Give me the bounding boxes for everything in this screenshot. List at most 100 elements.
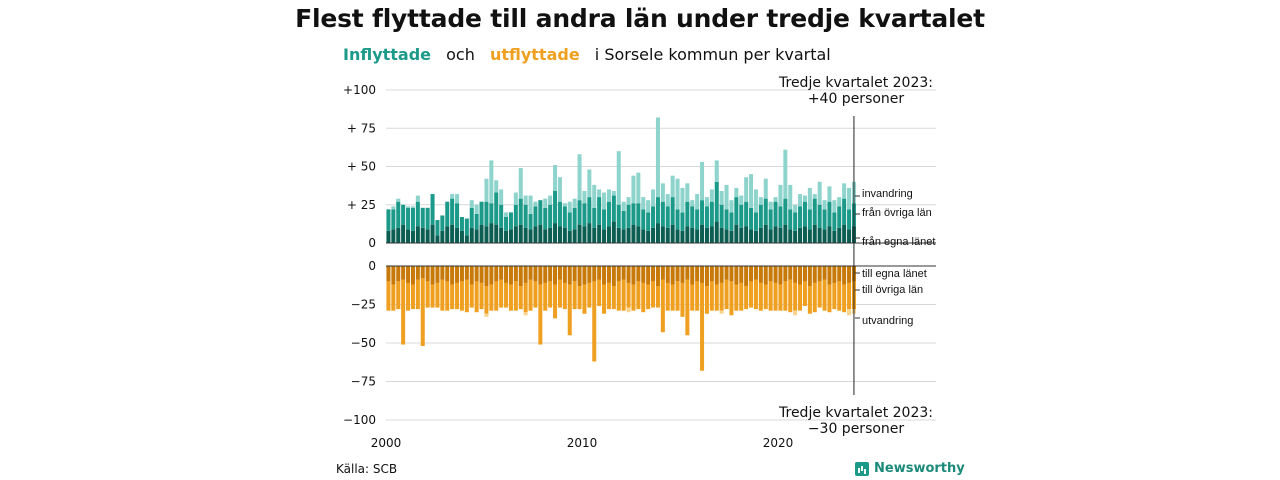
bar-segment-in bbox=[793, 212, 798, 231]
bar-segment-in bbox=[518, 224, 523, 243]
bar-segment-in bbox=[749, 229, 754, 243]
bar-segment-in bbox=[719, 190, 724, 205]
bar-segment-in bbox=[798, 227, 803, 243]
bar-segment-out bbox=[533, 281, 538, 308]
bar-segment-in bbox=[724, 229, 729, 243]
bar-segment-out bbox=[680, 266, 685, 283]
bar-segment-out bbox=[793, 282, 798, 311]
bar-segment-out bbox=[420, 278, 425, 347]
bar-segment-out bbox=[548, 281, 553, 308]
bar-segment-in bbox=[553, 164, 558, 191]
bar-segment-in bbox=[450, 198, 455, 225]
bar-segment-in bbox=[837, 227, 842, 243]
bar-segment-out bbox=[582, 266, 587, 285]
bar-segment-in bbox=[749, 174, 754, 208]
bar-segment-in bbox=[533, 201, 538, 207]
bar-segment-out bbox=[709, 266, 714, 282]
bar-segment-in bbox=[700, 200, 705, 225]
bar-segment-out bbox=[567, 284, 572, 336]
bar-segment-out bbox=[425, 266, 430, 282]
bar-segment-out bbox=[685, 266, 690, 280]
bar-segment-in bbox=[714, 181, 719, 222]
bar-segment-out bbox=[749, 281, 754, 308]
bar-segment-in bbox=[504, 216, 509, 231]
bar-segment-in bbox=[597, 189, 602, 198]
bar-segment-in bbox=[410, 206, 415, 208]
bar-segment-in bbox=[391, 206, 396, 210]
bar-segment-out bbox=[739, 266, 744, 283]
bar-segment-in bbox=[543, 229, 548, 243]
bar-segment-out bbox=[484, 313, 489, 317]
bar-segment-out bbox=[616, 266, 621, 282]
bar-segment-in bbox=[827, 186, 832, 202]
bar-segment-in bbox=[832, 200, 837, 213]
bar-segment-in bbox=[655, 117, 660, 198]
bar-segment-in bbox=[744, 201, 749, 227]
bar-segment-in bbox=[768, 229, 773, 243]
bar-segment-in bbox=[410, 207, 415, 231]
bar-segment-in bbox=[660, 183, 665, 202]
bar-segment-in bbox=[577, 154, 582, 201]
bar-segment-in bbox=[773, 226, 778, 243]
bar-segment-out bbox=[523, 312, 528, 316]
bar-segment-out bbox=[597, 279, 602, 307]
bar-segment-out bbox=[626, 266, 631, 283]
bar-segment-out bbox=[665, 282, 670, 311]
chart-title: Flest flyttade till andra län under tred… bbox=[295, 4, 985, 33]
bar-segment-out bbox=[704, 286, 709, 314]
legend-label-out: till övriga län bbox=[862, 284, 923, 296]
bar-segment-out bbox=[523, 266, 528, 283]
bar-segment-out bbox=[646, 266, 651, 285]
bar-segment-in bbox=[778, 227, 783, 243]
bar-segment-in bbox=[528, 195, 533, 214]
bar-segment-out bbox=[719, 266, 724, 283]
bar-segment-in bbox=[685, 201, 690, 227]
bar-segment-out bbox=[557, 279, 562, 308]
bar-segment-out bbox=[464, 279, 469, 313]
y-tick-label: 0 bbox=[368, 259, 376, 273]
bar-segment-out bbox=[778, 284, 783, 311]
y-tick-label: −100 bbox=[343, 413, 376, 427]
bar-segment-in bbox=[557, 226, 562, 243]
bar-segment-out bbox=[842, 284, 847, 313]
bar-segment-in bbox=[842, 198, 847, 225]
bar-segment-in bbox=[401, 204, 406, 225]
bar-segment-out bbox=[847, 309, 852, 316]
bar-segment-in bbox=[464, 235, 469, 243]
bar-segment-in bbox=[582, 226, 587, 243]
bar-segment-in bbox=[734, 197, 739, 225]
bar-segment-out bbox=[494, 266, 499, 282]
bar-segment-out bbox=[440, 266, 445, 280]
bar-segment-in bbox=[479, 201, 484, 225]
bar-segment-in bbox=[675, 229, 680, 243]
bar-segment-in bbox=[646, 230, 651, 243]
bar-segment-out bbox=[788, 266, 793, 280]
bar-segment-in bbox=[690, 227, 695, 243]
bar-segment-out bbox=[793, 266, 798, 283]
bar-segment-out bbox=[528, 266, 533, 280]
bar-segment-out bbox=[445, 281, 450, 311]
bar-segment-out bbox=[739, 282, 744, 311]
bar-segment-in bbox=[724, 209, 729, 230]
bar-segment-out bbox=[479, 266, 484, 283]
bar-segment-in bbox=[386, 209, 391, 231]
bar-segment-in bbox=[685, 183, 690, 202]
bar-segment-out bbox=[802, 281, 807, 307]
bar-segment-in bbox=[415, 226, 420, 243]
y-tick-label: 0 bbox=[368, 236, 376, 250]
bar-segment-in bbox=[695, 194, 700, 210]
bar-segment-in bbox=[700, 224, 705, 243]
bar-segment-in bbox=[606, 201, 611, 227]
bar-segment-out bbox=[655, 286, 660, 308]
bar-segment-out bbox=[602, 266, 607, 285]
bar-segment-in bbox=[636, 203, 641, 227]
bar-segment-in bbox=[758, 197, 763, 205]
bar-segment-out bbox=[807, 266, 812, 287]
bar-segment-out bbox=[724, 279, 729, 310]
bar-segment-out bbox=[396, 281, 401, 310]
bar-segment-in bbox=[513, 226, 518, 243]
bar-segment-in bbox=[592, 227, 597, 243]
bar-segment-out bbox=[685, 279, 690, 336]
bar-segment-in bbox=[391, 209, 396, 230]
bar-segment-out bbox=[396, 266, 401, 282]
